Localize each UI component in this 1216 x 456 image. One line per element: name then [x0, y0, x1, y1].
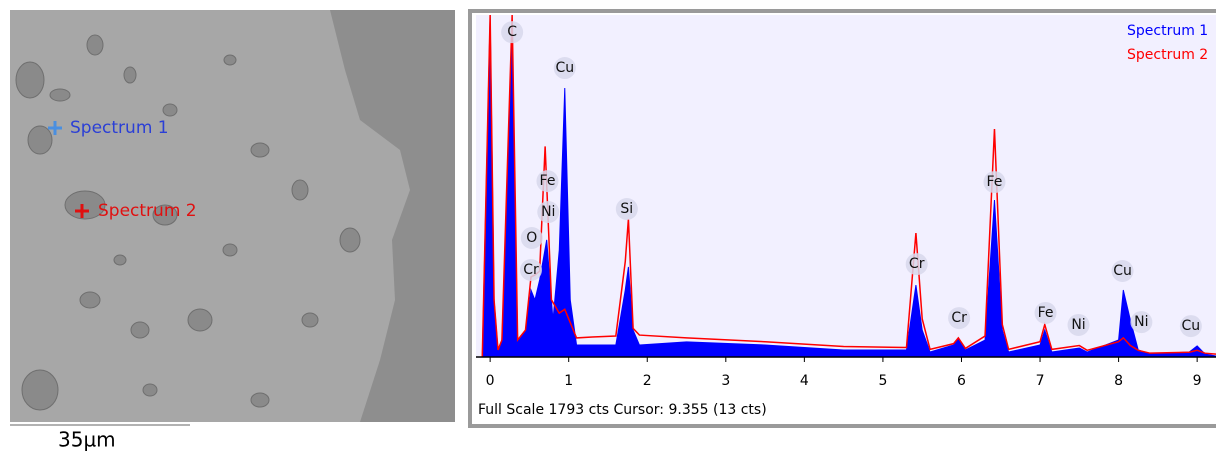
peak-label: Cu	[1113, 263, 1132, 279]
peak-label-bg	[553, 57, 576, 80]
x-tick-label: 0	[486, 373, 495, 389]
peak-label-bg	[520, 226, 543, 249]
peak-label: Cr	[909, 256, 925, 272]
x-tick-label: 4	[800, 373, 809, 389]
x-tick-label: 3	[721, 373, 730, 389]
peak-label: O	[526, 230, 537, 246]
marker-label: Spectrum 1	[70, 118, 169, 138]
peak-label: Ni	[1071, 317, 1085, 333]
peak-label-bg	[1111, 259, 1134, 282]
peak-label-bg	[615, 197, 638, 220]
peak-label: Fe	[540, 173, 556, 189]
peak-label: Cu	[1182, 318, 1201, 334]
peak-label: Cu	[555, 60, 574, 76]
spectrum-area	[481, 15, 1216, 358]
peak-label: C	[507, 24, 517, 40]
peak-label-bg	[537, 201, 560, 224]
peak-label-bg	[1179, 315, 1202, 338]
legend-entry: Spectrum 1	[1127, 23, 1208, 39]
x-tick-label: 9	[1193, 373, 1202, 389]
marker-label: Spectrum 2	[98, 201, 197, 221]
peak-label: Fe	[1038, 305, 1054, 321]
peak-label: Cr	[523, 262, 539, 278]
peak-label-bg	[905, 253, 928, 276]
x-tick-label: 6	[957, 373, 966, 389]
footer: Full Scale 1793 cts Cursor: 9.355 (13 ct…	[478, 402, 767, 418]
x-tick-label: 2	[643, 373, 652, 389]
peak-label-bg	[1130, 311, 1153, 334]
x-tick-label: 7	[1036, 373, 1045, 389]
legend-entry: Spectrum 2	[1127, 47, 1208, 63]
x-tick-label: 8	[1114, 373, 1123, 389]
x-tick-label: 1	[564, 373, 573, 389]
x-tick-label: 5	[878, 373, 887, 389]
peak-label-bg	[536, 170, 559, 193]
plot-area	[476, 15, 1216, 358]
peak-label-bg	[983, 171, 1006, 194]
peak-label: Ni	[541, 204, 555, 220]
peak-label: Si	[620, 201, 633, 217]
peak-label: Fe	[987, 174, 1003, 190]
sem-region	[330, 10, 455, 422]
sem-particles	[15, 34, 361, 411]
peak-label-bg	[1034, 301, 1057, 324]
peak-label-bg	[501, 21, 524, 44]
peak-label: Ni	[1134, 314, 1148, 330]
scale-bar-label: 35µm	[58, 428, 116, 452]
sem-image: Spectrum 1 Spectrum 2	[10, 10, 455, 422]
peak-label-bg	[1067, 313, 1090, 336]
peak-label-bg	[948, 307, 971, 330]
peak-label: Cr	[951, 310, 967, 326]
peak-label-bg	[519, 259, 542, 282]
